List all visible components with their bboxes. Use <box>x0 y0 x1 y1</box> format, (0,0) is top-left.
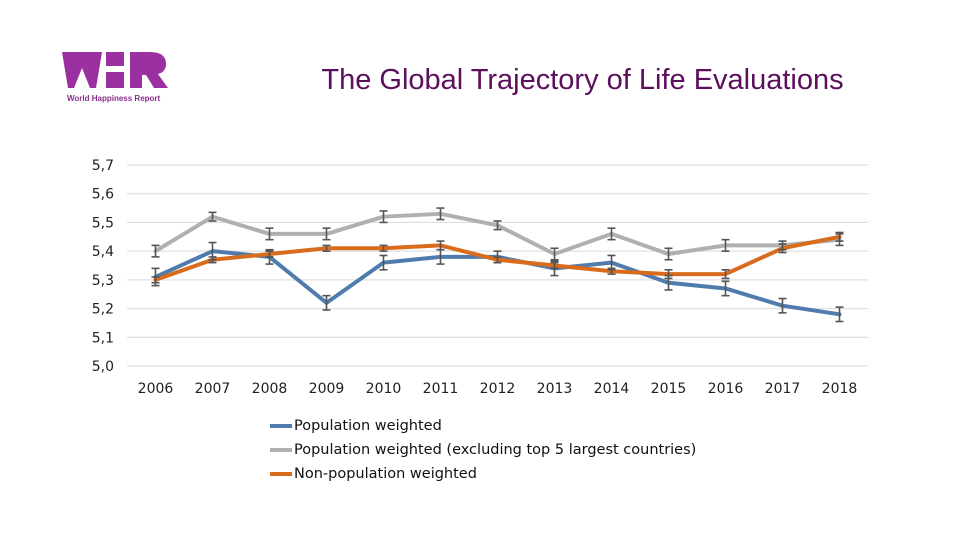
legend: Population weighted Population weighted … <box>270 414 696 486</box>
legend-item-population-weighted[interactable]: Population weighted <box>270 414 696 438</box>
chart-title: The Global Trajectory of Life Evaluation… <box>321 64 844 96</box>
legend-swatch <box>270 472 292 476</box>
x-tick-label: 2013 <box>537 381 573 397</box>
error-bar <box>835 306 844 323</box>
y-tick-label: 5,5 <box>92 215 114 231</box>
x-tick-label: 2009 <box>309 381 345 397</box>
error-bar <box>436 207 445 221</box>
error-bar <box>151 244 160 258</box>
error-bar <box>721 280 730 297</box>
y-tick-label: 5,6 <box>92 187 114 203</box>
logo-caption: World Happiness Report <box>67 94 161 103</box>
y-tick-label: 5,1 <box>92 330 114 346</box>
legend-item-population-weighted-excluding-top5[interactable]: Population weighted (excluding top 5 lar… <box>270 438 696 462</box>
x-tick-label: 2011 <box>423 381 459 397</box>
error-bar <box>265 250 274 258</box>
error-bar <box>607 227 616 241</box>
gridlines <box>127 164 868 367</box>
y-tick-label: 5,4 <box>92 244 114 260</box>
error-bar <box>664 247 673 261</box>
error-bar <box>322 244 331 252</box>
y-tick-label: 5,3 <box>92 273 114 289</box>
legend-label: Population weighted (excluding top 5 lar… <box>294 442 697 458</box>
x-tick-label: 2014 <box>594 381 630 397</box>
error-bar <box>493 256 502 264</box>
error-bar <box>493 220 502 231</box>
error-bar <box>379 254 388 271</box>
error-bar <box>664 269 673 280</box>
error-bar <box>835 231 844 242</box>
x-tick-label: 2018 <box>822 381 858 397</box>
series-line <box>153 211 842 257</box>
y-tick-label: 5,0 <box>92 359 114 375</box>
error-bar <box>322 227 331 241</box>
error-bar <box>208 256 217 264</box>
error-bar <box>436 240 445 251</box>
x-tick-label: 2016 <box>708 381 744 397</box>
x-tick-label: 2012 <box>480 381 516 397</box>
error-bar <box>379 244 388 252</box>
x-tick-label: 2017 <box>765 381 801 397</box>
whr-logo-mark <box>62 52 168 88</box>
error-bar <box>550 261 559 270</box>
y-axis-tick-labels: 5,7 5,6 5,5 5,4 5,3 5,2 5,1 5,0 <box>92 158 114 375</box>
series-1 <box>153 211 842 257</box>
error-bar <box>265 227 274 241</box>
error-bars-2 <box>151 231 844 284</box>
whr-logo: World Happiness Report <box>62 50 177 106</box>
error-bar <box>778 243 787 254</box>
legend-label: Population weighted <box>294 418 442 434</box>
error-bar <box>151 276 160 284</box>
error-bar <box>721 238 730 252</box>
error-bar <box>322 294 331 311</box>
error-bar <box>721 269 730 280</box>
x-tick-label: 2006 <box>138 381 174 397</box>
x-tick-label: 2015 <box>651 381 687 397</box>
legend-swatch <box>270 448 292 452</box>
y-tick-label: 5,7 <box>92 158 114 174</box>
x-tick-label: 2008 <box>252 381 288 397</box>
legend-label: Non-population weighted <box>294 466 477 482</box>
legend-swatch <box>270 424 292 428</box>
series-lines <box>151 207 844 323</box>
x-axis-tick-labels: 2006 2007 2008 2009 2010 2011 2012 2013 2014 2015… <box>138 381 858 397</box>
error-bar <box>607 267 616 275</box>
error-bar <box>208 211 217 222</box>
error-bar <box>550 247 559 261</box>
y-tick-label: 5,2 <box>92 302 114 318</box>
error-bar <box>778 297 787 314</box>
x-tick-label: 2007 <box>195 381 231 397</box>
error-bar <box>379 210 388 224</box>
legend-item-non-population-weighted[interactable]: Non-population weighted <box>270 462 696 486</box>
x-tick-label: 2010 <box>366 381 402 397</box>
